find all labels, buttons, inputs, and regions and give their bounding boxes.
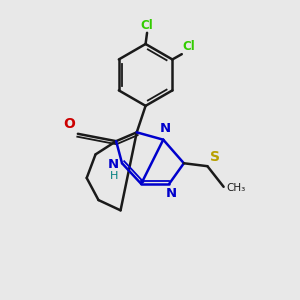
Text: O: O — [64, 117, 76, 131]
Text: Cl: Cl — [141, 19, 153, 32]
Text: N: N — [160, 122, 171, 135]
Text: CH₃: CH₃ — [226, 183, 246, 193]
Text: N: N — [166, 188, 177, 200]
Text: Cl: Cl — [183, 40, 195, 53]
Text: N: N — [107, 158, 118, 171]
Text: H: H — [110, 171, 118, 181]
Text: S: S — [210, 150, 220, 164]
